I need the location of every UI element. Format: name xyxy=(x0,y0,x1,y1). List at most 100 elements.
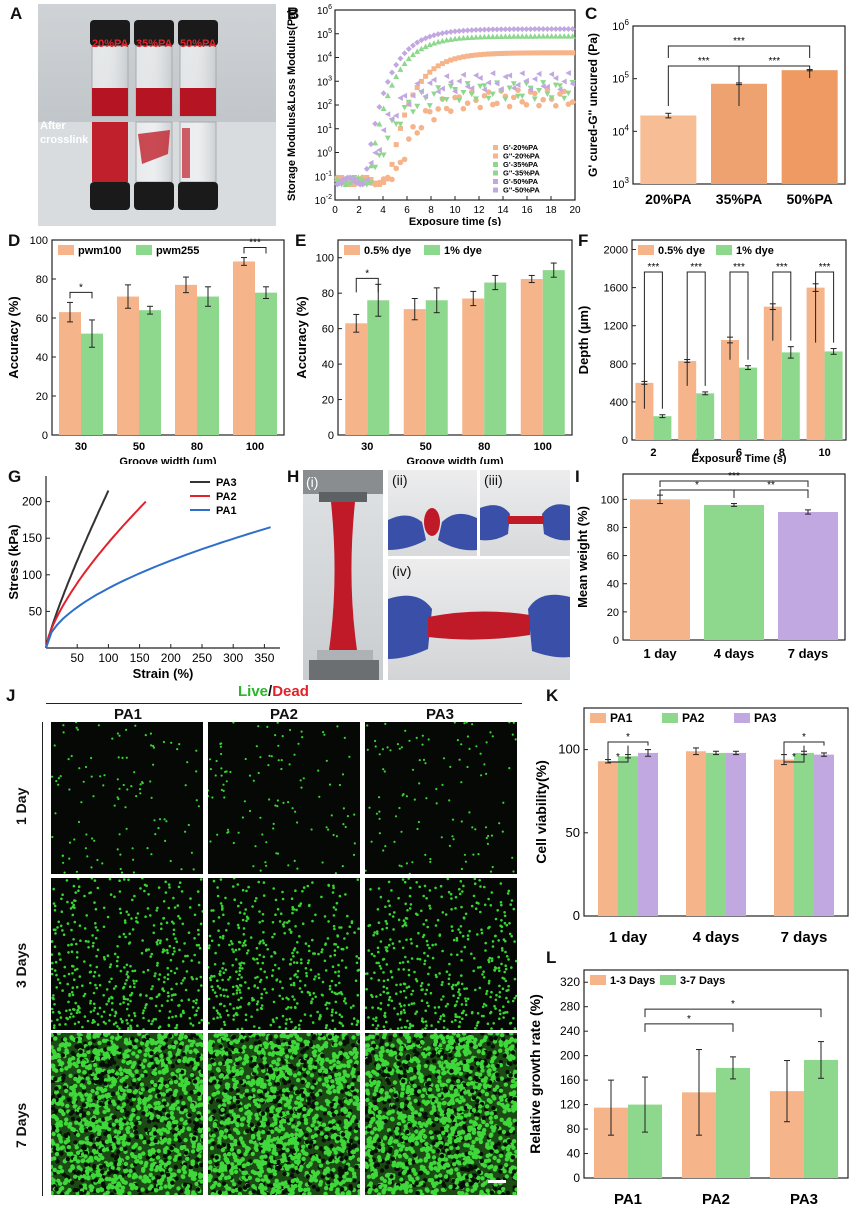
cell-dot xyxy=(166,1123,171,1128)
cell-dot xyxy=(397,968,400,971)
cell-dot xyxy=(111,1001,114,1005)
data-point xyxy=(506,85,513,92)
cell-dot xyxy=(483,885,486,889)
cell-dot xyxy=(78,924,82,927)
cell-dot xyxy=(316,1010,319,1014)
cell-dot xyxy=(477,853,480,856)
cell-dot xyxy=(214,774,217,777)
cell-dot xyxy=(324,1026,328,1030)
cell-dot xyxy=(76,1008,80,1012)
cell-dot xyxy=(333,953,337,957)
cell-dot xyxy=(501,976,504,980)
cell-dot xyxy=(87,1080,92,1085)
cell-dot xyxy=(118,907,122,911)
cell-dot xyxy=(193,953,196,957)
cell-dot xyxy=(83,894,86,898)
cell-dot xyxy=(334,970,337,974)
cell-dot xyxy=(243,939,247,943)
cell-dot xyxy=(398,940,401,943)
cell-dot xyxy=(67,1000,70,1004)
cell-dot xyxy=(324,1069,329,1074)
y-tick-label: 80 xyxy=(607,522,619,534)
cell-dot xyxy=(211,1076,217,1081)
cell-dot xyxy=(218,1002,222,1006)
significance-mark: *** xyxy=(819,262,831,273)
cell-dot xyxy=(236,1013,239,1017)
cell-dot xyxy=(84,1136,89,1141)
cell-dot xyxy=(485,772,488,775)
cell-dot xyxy=(110,1153,115,1158)
cell-dot xyxy=(109,1184,114,1190)
cell-dot xyxy=(235,984,238,988)
cell-dot xyxy=(51,953,53,956)
cell-dot xyxy=(338,926,341,929)
cell-dot xyxy=(401,794,404,797)
cell-dot xyxy=(338,894,342,898)
data-point xyxy=(485,33,492,40)
cell-dot xyxy=(195,998,198,1002)
cell-dot xyxy=(407,973,411,977)
cell-dot xyxy=(474,828,477,831)
microscopy-image xyxy=(208,878,360,1030)
cell-dot xyxy=(146,1139,151,1145)
cell-dot xyxy=(404,996,408,999)
cell-dot xyxy=(68,1073,73,1078)
cell-dot xyxy=(102,1192,108,1195)
cell-dot xyxy=(80,801,83,804)
cell-dot xyxy=(317,1077,322,1082)
cell-dot xyxy=(282,925,286,928)
cell-dot xyxy=(238,973,241,976)
cell-dots xyxy=(208,722,356,874)
cell-dot xyxy=(88,1126,93,1131)
cell-dot xyxy=(200,1116,203,1121)
cell-dot xyxy=(451,835,454,838)
cell-dot xyxy=(411,861,414,864)
cell-dot xyxy=(256,975,259,979)
cell-dot xyxy=(94,1055,99,1060)
stress-curve xyxy=(45,500,147,649)
cell-dot xyxy=(119,969,123,973)
cell-dot xyxy=(400,1010,403,1014)
cell-dot xyxy=(68,1008,72,1012)
cell-dot xyxy=(55,780,58,783)
cell-dot xyxy=(336,1126,341,1131)
data-point xyxy=(435,88,441,95)
cell-dot xyxy=(152,1131,158,1136)
cell-dot xyxy=(210,1138,215,1143)
data-point xyxy=(414,130,420,136)
panel-letter-f: F xyxy=(578,231,589,250)
cell-dot xyxy=(65,1009,68,1013)
panel-letter-e: E xyxy=(295,231,307,250)
cell-dot xyxy=(340,926,343,929)
cell-dot xyxy=(52,1167,57,1173)
y-tick-label: 40 xyxy=(607,579,619,591)
data-point xyxy=(561,95,568,102)
cell-dot xyxy=(320,1053,325,1058)
cell-dot xyxy=(191,1136,197,1141)
cell-dot xyxy=(425,988,429,992)
cell-dot xyxy=(448,962,451,966)
cell-dot xyxy=(183,1104,188,1110)
cell-dot xyxy=(126,1022,129,1025)
cell-dot xyxy=(134,1135,139,1140)
cell-dot xyxy=(66,1097,72,1102)
cell-dot xyxy=(78,1049,83,1054)
cell-dot xyxy=(144,734,147,737)
cell-dot xyxy=(116,1025,119,1028)
data-point xyxy=(519,26,526,33)
data-point xyxy=(385,174,391,181)
data-point xyxy=(464,27,471,34)
cell-dot xyxy=(507,984,510,988)
cell-dot xyxy=(271,974,274,977)
cell-dot xyxy=(251,1087,256,1093)
cell-dot xyxy=(236,883,240,886)
cell-dot xyxy=(131,1096,136,1102)
cell-dot xyxy=(120,871,124,874)
cell-dot xyxy=(309,1140,314,1145)
x-axis-label: Groove width (μm) xyxy=(406,456,504,464)
cell-dot xyxy=(306,961,310,965)
cell-dot xyxy=(404,729,407,732)
cell-dot xyxy=(300,730,303,733)
cell-dot xyxy=(343,999,346,1003)
cell-dot xyxy=(505,989,508,992)
